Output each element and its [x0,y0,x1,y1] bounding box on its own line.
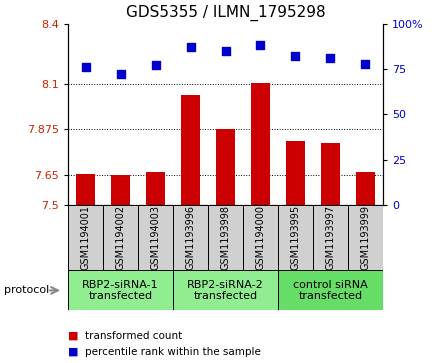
Bar [173,205,208,270]
Text: GSM1193998: GSM1193998 [220,205,231,270]
Bar [68,205,103,270]
Bar [356,172,375,205]
Bar [286,141,305,205]
Title: GDS5355 / ILMN_1795298: GDS5355 / ILMN_1795298 [126,5,325,21]
Text: RBP2-siRNA-2
transfected: RBP2-siRNA-2 transfected [187,280,264,301]
Text: GSM1193997: GSM1193997 [325,205,335,270]
Bar [76,174,95,205]
Text: GSM1194003: GSM1194003 [150,205,161,270]
Text: ■: ■ [68,347,79,357]
Point [222,48,229,54]
Text: ■: ■ [68,331,79,341]
Text: GSM1194000: GSM1194000 [256,205,265,270]
Text: percentile rank within the sample: percentile rank within the sample [85,347,261,357]
Bar [313,205,348,270]
Point [117,72,124,77]
Point [292,53,299,59]
Bar [111,175,130,205]
Point [187,44,194,50]
Text: GSM1194001: GSM1194001 [81,205,91,270]
Text: GSM1194002: GSM1194002 [116,205,126,270]
Text: transformed count: transformed count [85,331,182,341]
Bar [321,143,340,205]
Bar [103,205,138,270]
Text: protocol: protocol [4,285,50,295]
Point [82,64,89,70]
Bar [173,270,278,310]
Bar [68,270,173,310]
Text: control siRNA
transfected: control siRNA transfected [293,280,368,301]
Bar [138,205,173,270]
Bar [243,205,278,270]
Bar [208,205,243,270]
Point [362,61,369,66]
Point [152,62,159,68]
Bar [146,172,165,205]
Bar [181,95,200,205]
Text: GSM1193996: GSM1193996 [186,205,195,270]
Bar [251,83,270,205]
Bar [348,205,383,270]
Bar [216,130,235,205]
Text: GSM1193995: GSM1193995 [290,205,301,270]
Text: GSM1193999: GSM1193999 [360,205,370,270]
Point [257,42,264,48]
Bar [278,270,383,310]
Point [327,55,334,61]
Bar [278,205,313,270]
Text: RBP2-siRNA-1
transfected: RBP2-siRNA-1 transfected [82,280,159,301]
